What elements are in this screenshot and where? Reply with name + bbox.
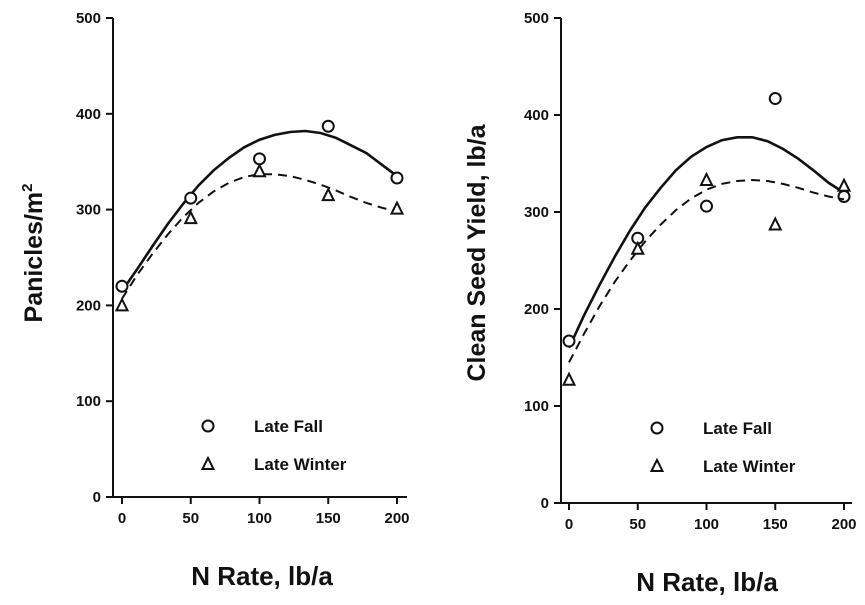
yield-x-tick-label: 50 (629, 516, 646, 533)
yield-legend-late-fall-label: Late Fall (703, 419, 772, 438)
panicles-late-winter-fit-curve (121, 173, 398, 300)
yield-x-axis-title: N Rate, lb/a (636, 567, 778, 597)
yield-x-tick-label: 100 (694, 516, 719, 533)
panicles-legend-late-winter-label: Late Winter (254, 455, 347, 474)
panicles-late-fall-point (253, 152, 266, 166)
panicles-y-axis-title: Panicles/m2 (19, 184, 48, 323)
panicles-legend-late-winter-marker (200, 455, 216, 470)
panicles-y-tick-label: 0 (93, 489, 101, 506)
yield-late-winter-point (699, 171, 714, 186)
yield-late-fall-point (768, 92, 782, 106)
yield-y-tick-label: 300 (524, 204, 549, 221)
yield-x-tick-label: 200 (831, 516, 856, 533)
panicles-x-tick-label: 50 (182, 510, 199, 527)
yield-y-tick-label: 0 (541, 495, 549, 512)
yield-late-winter-point (630, 240, 645, 255)
panicles-y-tick-label: 500 (76, 10, 101, 27)
panicles-y-tick-label: 300 (76, 202, 101, 219)
yield-y-tick-label: 200 (524, 301, 549, 318)
yield-late-fall-point (837, 189, 851, 203)
yield-legend-late-winter-marker (649, 457, 665, 472)
panicles-y-tick-label: 400 (76, 106, 101, 123)
panicles-late-fall-point (184, 191, 198, 205)
yield-x-tick-label: 150 (763, 516, 788, 533)
yield-y-tick-label: 100 (524, 398, 549, 415)
yield-x-tick-label: 0 (565, 516, 573, 533)
panicles-y-tick-label: 100 (76, 393, 101, 410)
yield-y-axis-title: Clean Seed Yield, lb/a (463, 123, 491, 381)
yield-late-winter-point (768, 216, 783, 231)
panicles-late-winter-point (389, 200, 405, 215)
panicles-chart: Panicles/m2 N Rate, lb/a 0 100 200 300 400 50… (19, 10, 410, 591)
panicles-x-tick-label: 150 (316, 510, 341, 527)
panicles-late-fall-point (321, 119, 335, 133)
panicles-x-tick-label: 200 (384, 510, 409, 527)
panicles-late-winter-point (114, 297, 130, 312)
panicles-late-winter-point (183, 209, 198, 225)
yield-legend-late-fall-marker (650, 421, 664, 435)
yield-y-tick-label: 500 (524, 10, 549, 27)
panicles-x-axis-title: N Rate, lb/a (191, 561, 333, 591)
panicles-late-winter-point (321, 186, 336, 202)
yield-late-fall-point (562, 334, 576, 348)
panicles-legend-late-fall-label: Late Fall (254, 417, 323, 436)
panicles-late-fall-point (390, 171, 404, 185)
yield-late-winter-fit-curve (568, 178, 845, 363)
panicles-x-tick-label: 0 (118, 510, 126, 527)
yield-y-tick-label: 400 (524, 107, 549, 124)
panicles-late-fall-fit-curve (120, 129, 398, 292)
panicles-legend-late-fall-marker (201, 419, 215, 433)
yield-late-winter-point (561, 371, 577, 386)
panicles-x-tick-label: 100 (247, 510, 272, 527)
yield-late-fall-fit-curve (567, 136, 845, 349)
panicles-late-winter-point (252, 162, 267, 178)
panicles-y-tick-label: 200 (76, 297, 101, 314)
yield-late-fall-point (700, 199, 713, 213)
yield-late-winter-point (836, 177, 852, 192)
panicles-late-fall-point (115, 279, 129, 293)
yield-legend-late-winter-label: Late Winter (703, 457, 796, 476)
clean-seed-yield-chart: Clean Seed Yield, lb/a N Rate, lb/a 0 100… (463, 10, 857, 597)
